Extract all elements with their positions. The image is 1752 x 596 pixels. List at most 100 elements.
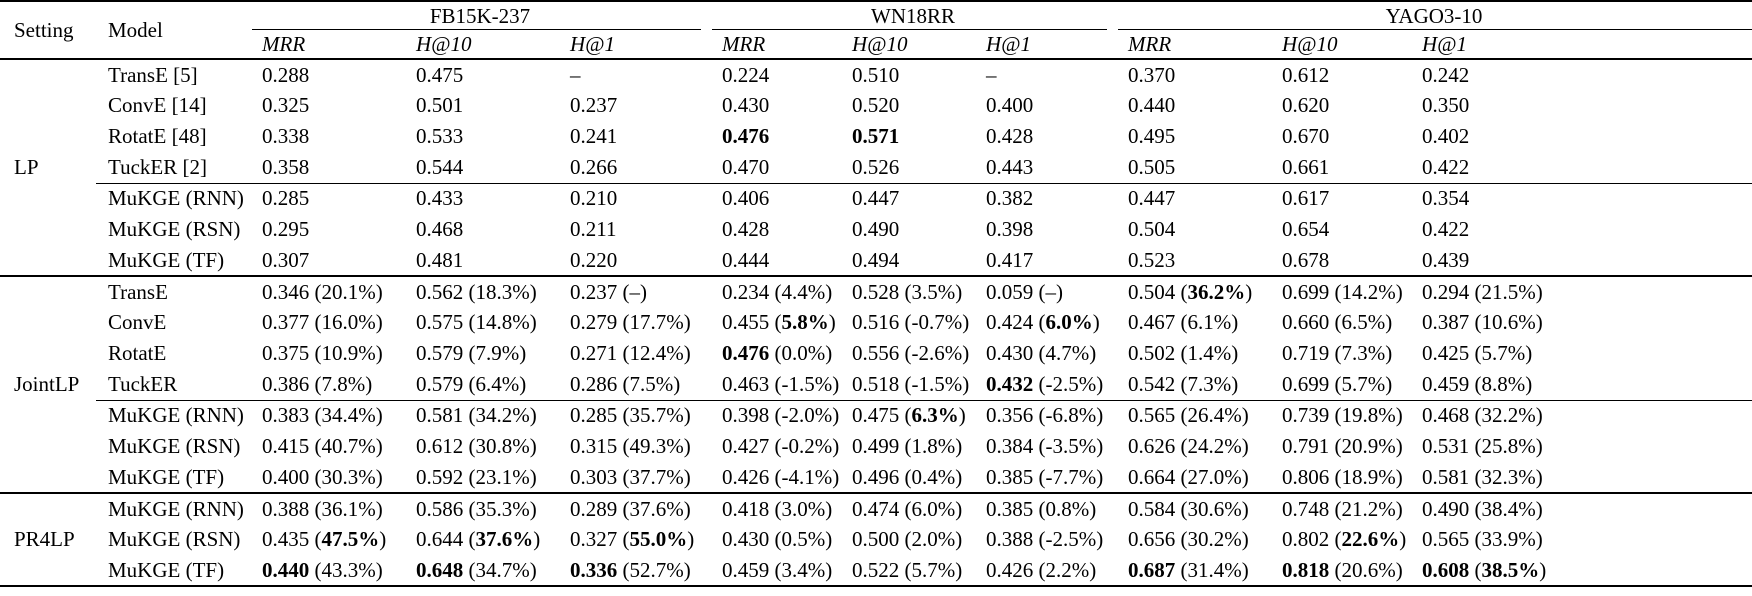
metric-value: 0.678: [1282, 247, 1330, 272]
metric-value: 0.495: [1128, 124, 1176, 148]
improvement-percent: 2.2%: [1045, 557, 1090, 582]
metric-value: 0.415: [262, 434, 310, 458]
metric-value: 0.499: [852, 434, 900, 458]
metric-value: 0.377: [262, 310, 310, 334]
metric-cell: 0.499 (1.8%): [852, 434, 963, 458]
improvement-percent: 10.6%: [1481, 310, 1536, 334]
table-row: TuckER 0.386 (7.8%) 0.579 (6.4%) 0.286 (7.5…: [0, 369, 1752, 400]
metric-value: 0.285: [570, 403, 618, 428]
metric-value: 0.505: [1128, 154, 1176, 179]
metric-cell: 0.494: [840, 245, 974, 276]
improvement-percent: 18.3%: [475, 279, 530, 304]
model-cell: MuKGE (RNN): [96, 182, 250, 214]
model-cell: ConvE [14]: [108, 93, 207, 117]
table-row: LP TransE [5] 0.288 0.475 – 0.224 0.510 – 0.370 0…: [0, 58, 1752, 276]
metric-value: 0.385: [986, 496, 1034, 521]
metric-cell: 0.402: [1410, 121, 1752, 152]
metric-cell: 0.626 (24.2%): [1128, 434, 1249, 458]
table-row: MuKGE (RSN) 0.295 0.468 0.211 0.428 0.490 0.39…: [0, 214, 1752, 245]
improvement-percent: 30.8%: [475, 434, 530, 458]
metric-cell: 0.286 (7.5%): [570, 371, 681, 396]
metric-cell: 0.354: [1410, 182, 1752, 214]
metric-value: 0.286: [570, 371, 618, 396]
metric-value: 0.719: [1282, 341, 1330, 365]
metric-value: 0.510: [852, 62, 900, 87]
metric-value: 0.468: [1422, 403, 1470, 428]
improvement-percent: 19.8%: [1341, 403, 1396, 428]
metric-value: 0.398: [986, 217, 1034, 241]
metric-value: 0.661: [1282, 154, 1330, 179]
metric-cell: 0.510: [840, 58, 974, 90]
metric-cell: 0.234 (4.4%): [710, 275, 840, 307]
metric-cell: 0.719 (7.3%): [1282, 341, 1393, 365]
metric-cell: 0.430 (4.7%): [986, 341, 1097, 365]
metric-value: 0.350: [1422, 93, 1470, 117]
metric-cell: 0.387 (10.6%): [1422, 310, 1543, 334]
improvement-percent: 20.9%: [1341, 434, 1396, 458]
metric-cell: 0.476: [710, 121, 840, 152]
improvement-percent: 7.3%: [1341, 341, 1386, 365]
metric-value: 0.470: [722, 154, 770, 179]
metric-cell: 0.612: [1270, 58, 1410, 90]
metric-value: 0.439: [1422, 247, 1470, 272]
metric-value: 0.584: [1128, 496, 1176, 521]
table-row: RotatE [48] 0.338 0.533 0.241 0.476 0.571 0.42…: [0, 121, 1752, 152]
metric-cell: 0.242: [1410, 58, 1752, 90]
improvement-percent: 1.8%: [911, 434, 956, 458]
table-row: MuKGE (TF) 0.440 (43.3%) 0.648 (34.7%) 0.33…: [0, 555, 1752, 586]
metric-cell: 0.504 (36.2%): [1116, 275, 1270, 307]
metric-cell: 0.528 (3.5%): [840, 275, 974, 307]
table-row: MuKGE (TF) 0.400 (30.3%) 0.592 (23.1%) 0.30…: [0, 462, 1752, 493]
improvement-percent: -2.5%: [1045, 371, 1097, 396]
metric-value: 0.522: [852, 557, 900, 582]
metric-cell: 0.526: [840, 152, 974, 183]
metric-cell: –: [558, 58, 710, 90]
improvement-percent: 17.7%: [629, 310, 684, 334]
metric-cell: 0.571: [840, 121, 974, 152]
model-cell: MuKGE (TF): [108, 464, 225, 489]
metric-value: 0.220: [570, 247, 618, 272]
metric-value: 0.288: [262, 62, 310, 87]
model-cell: ConvE: [108, 310, 167, 334]
metric-cell: 0.415 (40.7%): [262, 434, 383, 458]
metric-cell: 0.544: [404, 152, 558, 183]
improvement-percent: 20.6%: [1341, 557, 1396, 582]
metric-value: 0.475: [416, 62, 464, 87]
metric-cell: 0.383 (34.4%): [250, 399, 404, 431]
improvement-percent: 6.3%: [911, 403, 959, 428]
improvement-percent: 37.6%: [629, 496, 684, 521]
metric-cell: 0.059 (–): [974, 275, 1116, 307]
metric-cell: 0.620: [1270, 90, 1410, 121]
improvement-percent: 32.3%: [1481, 464, 1536, 489]
metric-header-fb-h1: H@1: [558, 30, 710, 60]
setting-label: JointLP: [0, 275, 96, 493]
improvement-percent: 3.4%: [781, 557, 826, 582]
metric-value: 0.496: [852, 464, 900, 489]
table-header: Setting Model FB15K-237 WN18RR YAGO3-10 …: [0, 1, 1752, 60]
metric-cell: 0.327 (55.0%): [570, 527, 695, 551]
metric-value: 0.400: [986, 93, 1034, 117]
metric-cell: 0.224: [710, 58, 840, 90]
metric-cell: 0.656 (30.2%): [1128, 527, 1249, 551]
metric-cell: 0.375 (10.9%): [262, 341, 383, 365]
dataset-header-fb15k-237: FB15K-237: [250, 1, 710, 30]
improvement-percent: 36.2%: [1187, 279, 1246, 304]
metric-cell: 0.294 (21.5%): [1410, 275, 1752, 307]
improvement-percent: 52.7%: [629, 557, 684, 582]
table-row: RotatE 0.375 (10.9%) 0.579 (7.9%) 0.271 (12…: [0, 338, 1752, 369]
improvement-percent: 0.0%: [781, 341, 826, 365]
metric-value: 0.533: [416, 124, 464, 148]
table-row: PR4LP MuKGE (RNN) 0.388 (36.1%) 0.586 (35.3…: [0, 492, 1752, 586]
metric-value: 0.271: [570, 341, 618, 365]
improvement-percent: 0.4%: [911, 464, 956, 489]
metric-value: 0.504: [1128, 217, 1176, 241]
metric-cell: 0.211: [558, 214, 710, 245]
improvement-percent: 49.3%: [629, 434, 684, 458]
metric-cell: 0.575 (14.8%): [416, 310, 537, 334]
improvement-percent: 1.4%: [1187, 341, 1232, 365]
metric-cell: 0.422: [1410, 152, 1752, 183]
metric-value: 0.528: [852, 279, 900, 304]
metric-value: 0.237: [570, 93, 618, 117]
improvement-percent: -6.8%: [1045, 403, 1097, 428]
metric-value: 0.556: [852, 341, 900, 365]
